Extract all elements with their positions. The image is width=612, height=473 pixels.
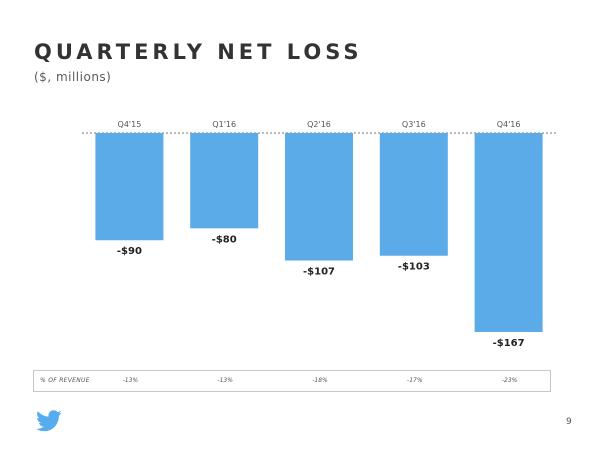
data-label: -$90 (117, 246, 142, 257)
chart-subtitle: ($, millions) (34, 70, 112, 84)
data-label: -$80 (212, 234, 237, 245)
bar (285, 133, 353, 261)
category-label: Q3'16 (402, 120, 426, 129)
category-label: Q4'15 (118, 120, 142, 129)
revenue-percentage: -17% (407, 377, 423, 384)
bar-chart: Q4'15 -$90 Q1'16 -$80 Q2'16 -$107 Q3'16 -$103 Q4… (82, 120, 556, 349)
bar (474, 133, 543, 332)
category-label: Q1'16 (212, 120, 236, 129)
revenue-percentage: -13% (217, 377, 233, 384)
category-label: Q2'16 (307, 120, 331, 129)
revenue-percentage-row: % OF REVENUE -13% -13% -18% -17% -23% (33, 370, 551, 392)
revenue-percentage: -23% (501, 377, 518, 384)
revenue-percentage: -13% (122, 377, 139, 384)
data-label: -$107 (303, 267, 335, 278)
twitter-bird-icon (36, 410, 62, 432)
page-number: 9 (566, 417, 572, 427)
bar (190, 133, 259, 229)
revenue-percentage: -18% (312, 377, 328, 384)
revenue-row-label: % OF REVENUE (40, 377, 90, 384)
data-label: -$103 (398, 262, 430, 273)
bar (379, 133, 448, 256)
data-label: -$167 (493, 338, 525, 349)
category-label: Q4'16 (497, 120, 521, 129)
bar (95, 133, 164, 241)
chart-title: QUARTERLY NET LOSS (34, 40, 363, 64)
